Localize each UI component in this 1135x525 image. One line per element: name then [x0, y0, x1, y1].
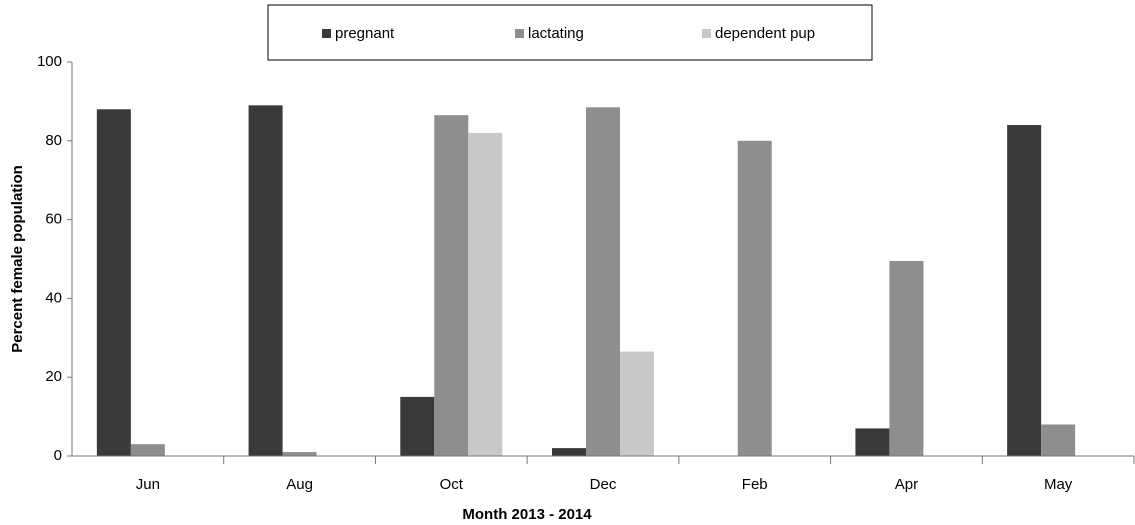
x-tick-label: May — [1044, 476, 1073, 493]
bar — [1041, 424, 1076, 456]
legend-label: pregnant — [335, 25, 395, 42]
y-tick-label: 80 — [45, 132, 62, 149]
bar — [552, 448, 586, 456]
x-tick-label: Feb — [742, 476, 768, 493]
bar — [468, 132, 503, 457]
x-tick-label: Dec — [590, 476, 617, 493]
bar — [282, 452, 317, 456]
legend-box — [267, 4, 873, 61]
bar — [130, 444, 165, 456]
y-tick-label: 100 — [37, 53, 62, 70]
y-tick-label: 0 — [54, 447, 62, 464]
x-tick-label: Apr — [895, 476, 918, 493]
x-tick-label: Aug — [286, 476, 313, 493]
bar — [620, 351, 654, 456]
legend-swatch — [702, 29, 711, 38]
legend-label: dependent pup — [715, 25, 815, 42]
bar — [586, 107, 620, 456]
bar — [889, 260, 924, 456]
y-axis-title: Percent female population — [9, 165, 26, 353]
legend-label: lactating — [528, 25, 584, 42]
y-tick-label: 40 — [45, 289, 62, 306]
x-tick-label: Oct — [440, 476, 464, 493]
bar — [248, 105, 283, 456]
legend-swatch — [515, 29, 524, 38]
bar — [855, 428, 890, 456]
y-tick-label: 20 — [45, 368, 62, 385]
x-tick-label: Jun — [136, 476, 160, 493]
bar — [434, 115, 469, 456]
bar — [1007, 125, 1042, 456]
bar — [400, 396, 435, 456]
bar — [96, 109, 131, 456]
x-axis-title: Month 2013 - 2014 — [462, 506, 592, 523]
legend-swatch — [322, 29, 331, 38]
bar — [737, 140, 772, 457]
y-tick-label: 60 — [45, 211, 62, 228]
